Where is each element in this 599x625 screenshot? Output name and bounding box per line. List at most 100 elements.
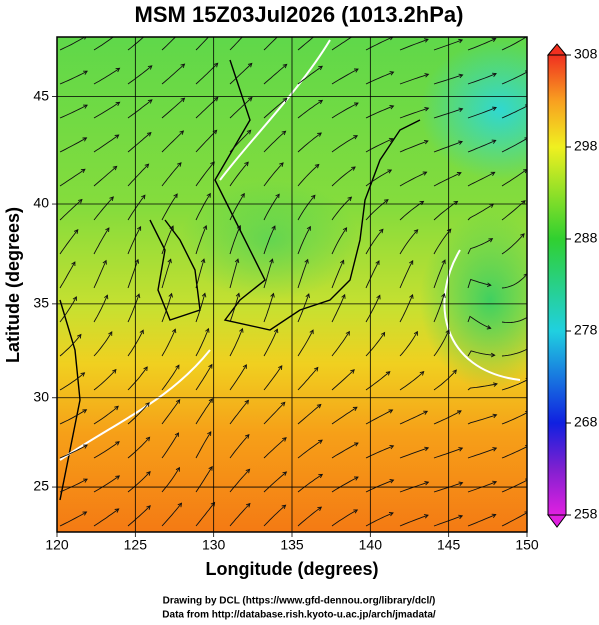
arrowhead <box>167 258 172 264</box>
streamline <box>161 432 179 459</box>
arrowhead <box>244 161 249 167</box>
arrowhead <box>452 369 457 375</box>
streamline <box>263 193 280 221</box>
streamline <box>297 226 311 255</box>
arrowhead <box>139 329 144 335</box>
streamline <box>161 63 185 85</box>
arrowhead <box>273 328 279 334</box>
y-tick-label: 25 <box>33 478 49 494</box>
arrowhead <box>389 37 394 41</box>
arrowhead <box>244 399 249 405</box>
arrowhead <box>208 398 213 403</box>
streamline <box>93 227 110 255</box>
arrowhead <box>279 162 284 167</box>
streamline <box>467 350 495 357</box>
streamline <box>195 328 209 357</box>
streamline <box>297 100 323 119</box>
streamline <box>59 70 88 85</box>
streamline <box>331 166 356 187</box>
streamline <box>297 293 310 323</box>
arrowhead <box>281 130 287 136</box>
colorbar-label: 288 <box>574 230 598 246</box>
streamline <box>59 199 83 221</box>
arrowhead <box>108 331 113 336</box>
streamline <box>467 73 497 85</box>
streamline <box>501 233 525 255</box>
arrowhead <box>177 502 183 508</box>
arrowhead <box>458 447 464 452</box>
streamline <box>127 194 146 221</box>
arrowhead <box>210 501 216 507</box>
arrowhead <box>520 233 525 238</box>
arrowhead <box>239 327 244 333</box>
streamline <box>365 229 384 255</box>
streamline <box>127 99 153 119</box>
streamline <box>59 296 77 323</box>
streamline <box>331 331 350 357</box>
arrowhead <box>141 194 146 200</box>
arrowhead <box>389 105 395 110</box>
arrowhead <box>282 29 286 33</box>
arrowhead <box>206 192 211 198</box>
streamline <box>399 73 429 85</box>
arrowhead <box>492 480 498 486</box>
streamline <box>297 132 322 153</box>
arrowhead <box>388 137 394 143</box>
streamline <box>297 329 314 357</box>
streamline <box>93 67 120 85</box>
arrowhead <box>350 369 355 374</box>
streamline <box>161 162 182 187</box>
streamline <box>229 503 251 527</box>
streamline <box>161 37 176 51</box>
streamline <box>195 62 219 85</box>
streamline <box>331 294 346 323</box>
streamline <box>433 39 463 51</box>
streamline <box>59 104 88 119</box>
arrowhead <box>309 329 314 335</box>
arrowhead <box>168 292 173 298</box>
streamline <box>365 199 389 221</box>
streamline <box>433 172 462 187</box>
arrowhead <box>82 137 88 142</box>
streamline <box>433 515 463 527</box>
arrowhead <box>524 137 527 142</box>
arrowhead <box>134 258 140 264</box>
arrowhead <box>318 439 323 444</box>
arrowhead <box>491 139 497 144</box>
streamline <box>297 195 316 221</box>
streamline <box>501 479 527 493</box>
arrowhead <box>304 258 309 264</box>
x-tick-label: 130 <box>202 537 226 553</box>
arrowhead <box>112 165 118 171</box>
arrowhead <box>275 193 280 199</box>
arrowhead <box>246 129 252 135</box>
streamline <box>127 226 141 255</box>
arrowhead <box>389 444 395 450</box>
x-axis-label: Longitude (degrees) <box>205 559 378 579</box>
arrowhead <box>351 166 356 171</box>
arrowhead <box>179 29 183 33</box>
arrowhead <box>314 163 320 169</box>
y-tick-label: 40 <box>33 195 49 211</box>
streamline <box>93 405 119 425</box>
arrowhead <box>524 511 527 516</box>
streamline <box>433 447 463 459</box>
streamline <box>399 331 418 357</box>
arrowhead <box>317 132 322 137</box>
arrowhead <box>247 96 253 102</box>
arrowhead <box>353 102 359 107</box>
arrowhead <box>169 225 174 231</box>
x-tick-label: 135 <box>280 537 304 553</box>
arrowhead <box>353 476 359 481</box>
arrowhead <box>77 198 83 204</box>
colorbar-label: 268 <box>574 414 598 430</box>
streamline <box>127 329 144 357</box>
arrowhead <box>136 225 142 231</box>
y-tick-label: 45 <box>33 87 49 103</box>
streamline <box>229 37 243 51</box>
arrowhead <box>458 73 464 79</box>
arrowhead <box>115 441 120 446</box>
arrowhead <box>112 368 117 374</box>
streamline <box>161 225 174 255</box>
